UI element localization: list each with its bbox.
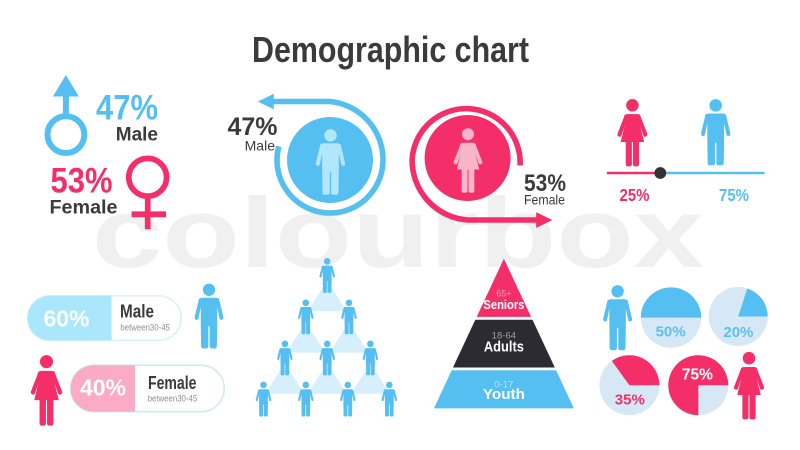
svg-text:between30-45: between30-45 (120, 323, 169, 334)
svg-text:Demographic chart: Demographic chart (252, 29, 529, 70)
svg-text:Male: Male (120, 302, 154, 322)
svg-text:40%: 40% (80, 375, 126, 401)
svg-text:35%: 35% (615, 392, 645, 409)
svg-text:Youth: Youth (483, 386, 525, 403)
svg-text:47%: 47% (96, 89, 158, 128)
svg-text:Female: Female (148, 373, 197, 393)
svg-text:53%: 53% (524, 170, 566, 197)
svg-text:47%: 47% (227, 113, 277, 141)
svg-text:18-64: 18-64 (492, 331, 516, 342)
svg-text:50%: 50% (656, 324, 686, 341)
svg-text:Male: Male (245, 138, 276, 154)
svg-text:Adults: Adults (484, 339, 524, 356)
svg-text:Female: Female (50, 198, 118, 219)
svg-text:Female: Female (524, 192, 565, 208)
svg-text:75%: 75% (682, 367, 713, 384)
svg-text:Male: Male (116, 125, 158, 146)
svg-text:0-17: 0-17 (494, 380, 513, 391)
svg-text:75%: 75% (719, 185, 749, 205)
svg-text:53%: 53% (51, 162, 113, 201)
svg-text:Seniors: Seniors (483, 297, 524, 312)
svg-text:20%: 20% (723, 324, 753, 341)
svg-text:between30-45: between30-45 (148, 394, 198, 405)
svg-text:colourbox: colourbox (92, 177, 704, 288)
svg-text:65+: 65+ (496, 289, 511, 299)
svg-text:25%: 25% (620, 185, 650, 205)
svg-text:60%: 60% (43, 306, 89, 332)
